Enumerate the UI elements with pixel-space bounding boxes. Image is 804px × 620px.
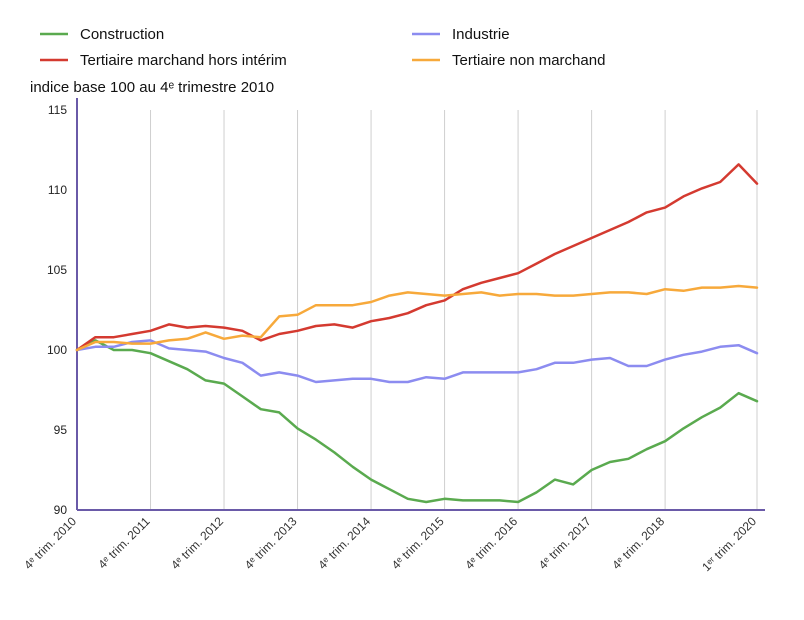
legend-item: Industrie (412, 26, 510, 43)
series-line (75, 339, 759, 504)
legend: Construction Industrie Tertiaire marchand … (40, 26, 605, 69)
y-tick-label: 95 (54, 423, 68, 437)
x-tick-label: 4ᵉ trim. 2011 (95, 514, 152, 571)
y-tick-label: 105 (47, 263, 67, 277)
legend-item: Tertiaire marchand hors intérim (40, 52, 287, 69)
legend-label: Industrie (452, 26, 510, 43)
y-tick-label: 90 (54, 503, 68, 517)
y-axis-label: indice base 100 au 4ᵉ trimestre 2010 (30, 79, 274, 96)
series-line (75, 284, 759, 352)
x-tick-label: 4ᵉ trim. 2013 (242, 514, 300, 572)
axes (76, 98, 765, 511)
x-tick-label: 4ᵉ trim. 2014 (315, 514, 373, 572)
x-tick-label: 4ᵉ trim. 2018 (609, 514, 667, 572)
x-tick-label: 4ᵉ trim. 2010 (21, 514, 79, 572)
y-tick-label: 100 (47, 343, 67, 357)
legend-label: Construction (80, 26, 164, 43)
series-line (75, 339, 759, 384)
legend-item: Construction (40, 26, 164, 43)
x-tick-label: 1ᵉʳ trim. 2020 (699, 514, 759, 574)
y-tick-labels: 90 95 100 105 110 115 (47, 103, 67, 517)
x-tick-label: 4ᵉ trim. 2015 (389, 514, 447, 572)
x-tick-labels: 4ᵉ trim. 2010 4ᵉ trim. 2011 4ᵉ trim. 2012 4… (21, 514, 759, 574)
series-lines (75, 163, 759, 504)
y-tick-label: 115 (48, 103, 67, 117)
legend-label: Tertiaire non marchand (452, 52, 605, 69)
y-tick-label: 110 (48, 183, 67, 197)
x-tick-label: 4ᵉ trim. 2016 (462, 514, 520, 572)
x-tick-label: 4ᵉ trim. 2017 (536, 514, 594, 572)
legend-item: Tertiaire non marchand (412, 52, 605, 69)
x-tick-label: 4ᵉ trim. 2012 (168, 514, 226, 572)
series-line (75, 163, 759, 352)
legend-label: Tertiaire marchand hors intérim (80, 52, 287, 69)
grid (150, 110, 758, 510)
